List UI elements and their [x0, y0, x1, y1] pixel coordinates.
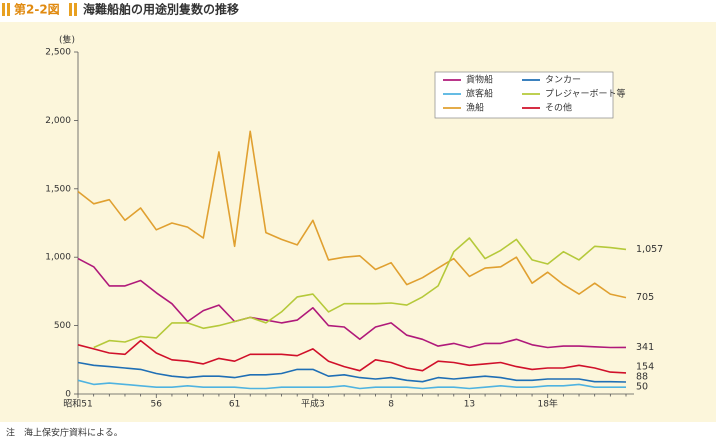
series-line: [77, 339, 627, 374]
legend-label: その他: [545, 102, 572, 114]
y-tick-label: 500: [54, 321, 71, 331]
x-tick-label: 平成3: [301, 398, 325, 410]
x-tick-label: 56: [151, 400, 163, 410]
y-tick-label: 2,500: [45, 48, 71, 58]
series-line: [77, 361, 627, 383]
legend-label: 旅客船: [466, 88, 493, 100]
title-mark: [7, 3, 10, 16]
y-tick-label: 2,000: [45, 116, 71, 126]
legend-label: プレジャーボート等: [545, 88, 626, 100]
series-line: [77, 130, 627, 299]
x-tick-label: 18年: [537, 398, 557, 410]
legend-label: タンカー: [545, 75, 581, 86]
value-label: 50: [636, 382, 648, 393]
y-axis-label: (隻): [59, 34, 75, 46]
x-tick-label: 昭和51: [63, 399, 92, 410]
y-tick-label: 1,000: [45, 253, 71, 263]
x-tick-label: 13: [464, 400, 475, 410]
chart-title: 海難船舶の用途別隻数の推移: [83, 2, 239, 17]
value-label: 341: [636, 342, 654, 353]
value-label: 1,057: [636, 244, 663, 255]
legend-label: 漁船: [466, 102, 484, 114]
series-line: [93, 237, 627, 349]
y-tick-label: 0: [65, 390, 71, 400]
series-line: [77, 379, 626, 390]
y-tick-label: 1,500: [45, 184, 71, 194]
title-mark: [2, 3, 5, 16]
figure-label: 第2-2図: [14, 2, 60, 17]
legend-label: 貨物船: [466, 74, 493, 86]
x-tick-label: 61: [229, 400, 240, 410]
value-label: 154: [636, 362, 654, 373]
title-mark: [74, 3, 77, 16]
x-tick-label: 8: [388, 400, 394, 410]
footnote: 注 海上保安庁資料による。: [6, 427, 123, 439]
series-line: [77, 257, 627, 349]
value-label: 705: [636, 292, 654, 303]
value-label: 88: [636, 372, 648, 383]
title-mark: [69, 3, 72, 16]
